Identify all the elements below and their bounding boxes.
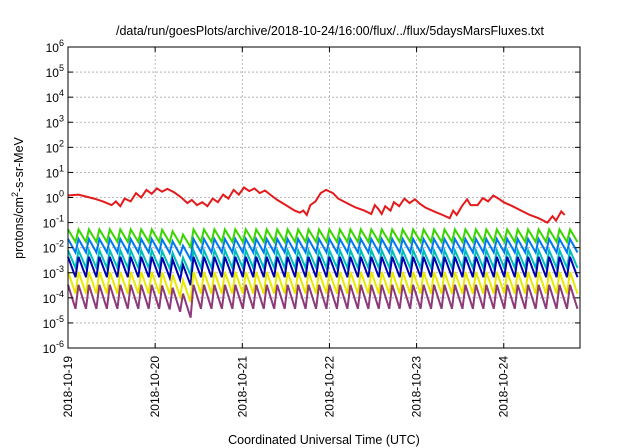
series-lines	[67, 186, 579, 318]
flux-series-line-2	[67, 226, 579, 251]
x-tick-label: 2018-10-21	[235, 356, 249, 418]
y-tick-label: 106	[46, 38, 64, 55]
x-axis-label: Coordinated Universal Time (UTC)	[228, 433, 420, 447]
flux-series-line-3	[67, 235, 579, 263]
y-axis-label-rest: -s-sr-MeV	[12, 136, 26, 192]
y-tick-label: 103	[46, 113, 64, 130]
y-tick-label: 10-2	[43, 239, 64, 256]
y-tick-label: 10-6	[43, 339, 64, 356]
flux-series-line-1	[67, 186, 566, 224]
x-tick-label: 2018-10-23	[410, 356, 424, 418]
y-tick-label: 10-5	[43, 314, 64, 331]
ticks: 106 105 104 103 102 101 100 10-1 10-2 10-3 10-4 10-…	[43, 38, 580, 417]
y-tick-label: 102	[46, 138, 64, 155]
flux-series-line-5	[67, 255, 579, 286]
y-tick-label: 105	[46, 63, 64, 80]
y-tick-label: 10-3	[43, 264, 64, 281]
x-tick-label: 2018-10-24	[497, 356, 511, 418]
y-axis-label: protons/cm2-s-sr-MeV	[10, 136, 26, 258]
y-axis-label-sup: 2	[10, 192, 20, 197]
flux-series-line-7	[67, 284, 579, 318]
y-axis-label-base: protons/cm	[12, 197, 26, 259]
flux-series-line-6	[67, 271, 579, 303]
x-tick-label: 2018-10-19	[61, 356, 75, 418]
x-tick-label: 2018-10-22	[322, 356, 336, 418]
y-tick-label: 104	[46, 88, 64, 105]
flux-series-line-4	[67, 246, 579, 279]
y-tick-label: 10-1	[43, 214, 64, 231]
chart-title: /data/run/goesPlots/archive/2018-10-24/1…	[116, 24, 545, 38]
y-tick-label: 100	[46, 189, 64, 206]
y-tick-label: 101	[46, 163, 64, 180]
x-tick-label: 2018-10-20	[148, 356, 162, 418]
y-tick-label: 10-4	[43, 289, 64, 306]
